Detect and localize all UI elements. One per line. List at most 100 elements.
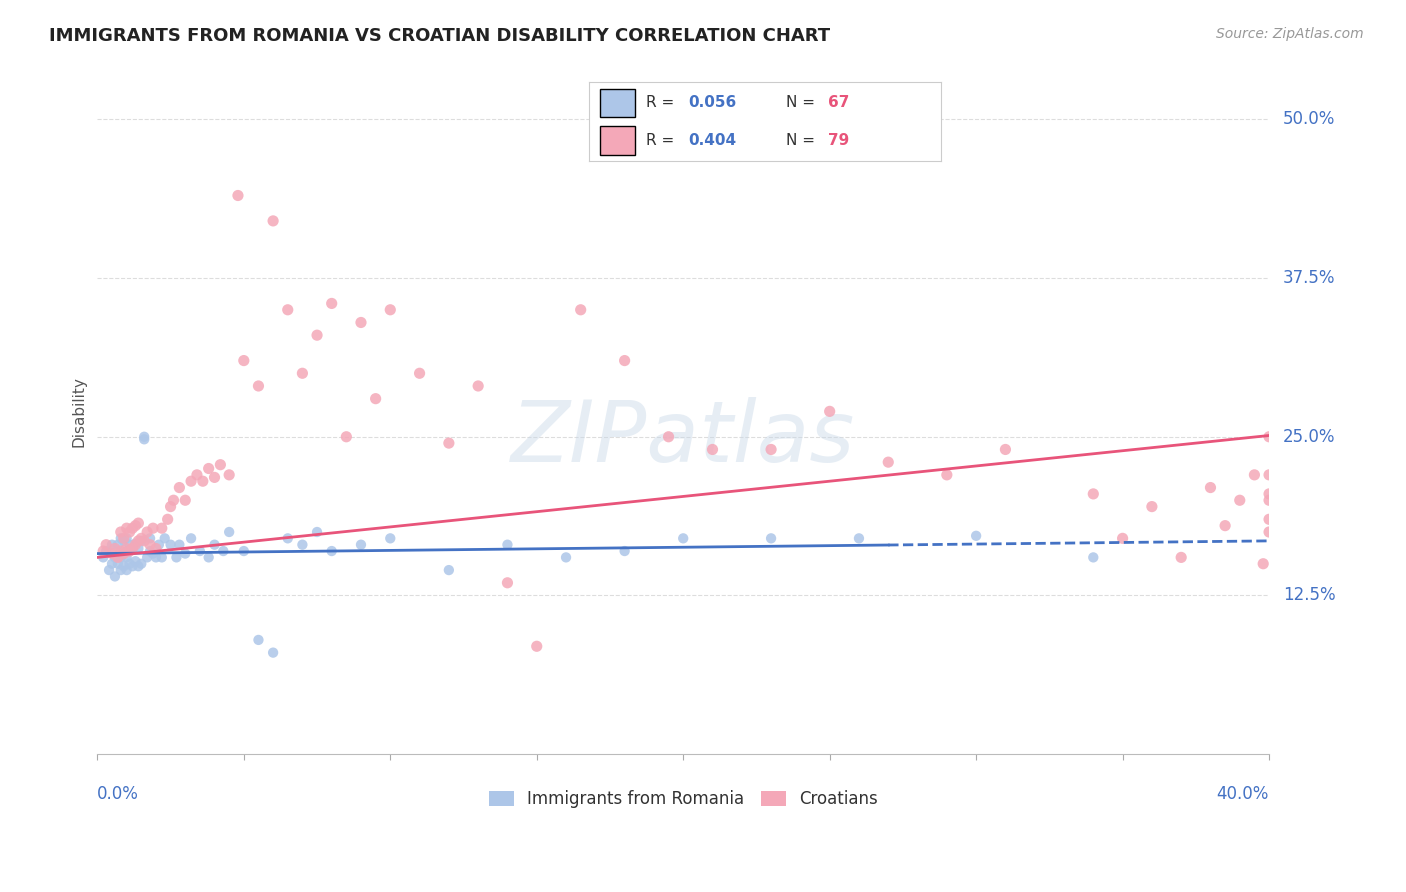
Point	[110, 524, 132, 539]
Point	[101, 538, 124, 552]
Point	[1251, 557, 1274, 571]
Point	[115, 541, 138, 556]
Point	[658, 430, 681, 444]
Point	[526, 640, 548, 654]
Point	[277, 532, 299, 546]
Point	[150, 550, 173, 565]
Point	[1258, 430, 1281, 444]
Point	[262, 646, 284, 660]
Point	[104, 550, 127, 565]
Point	[204, 470, 226, 484]
Point	[124, 554, 146, 568]
Point	[1083, 487, 1105, 501]
Point	[118, 538, 141, 552]
Point	[127, 559, 149, 574]
Point	[702, 442, 724, 457]
Point	[350, 316, 373, 330]
Point	[188, 544, 211, 558]
Point	[613, 544, 636, 558]
Point	[110, 532, 132, 546]
Point	[247, 379, 270, 393]
Point	[110, 544, 132, 558]
Point	[218, 467, 240, 482]
Point	[129, 557, 152, 571]
Point	[148, 538, 170, 552]
Point	[121, 541, 143, 556]
Point	[91, 544, 114, 558]
Point	[136, 550, 159, 565]
Point	[174, 547, 197, 561]
Point	[305, 524, 328, 539]
Point	[115, 521, 138, 535]
Point	[136, 524, 159, 539]
Point	[107, 550, 129, 565]
Point	[232, 353, 254, 368]
Point	[1229, 493, 1251, 508]
Point	[1258, 512, 1281, 526]
Point	[142, 547, 165, 561]
Text: 0.0%: 0.0%	[97, 785, 139, 803]
Point	[118, 557, 141, 571]
Point	[212, 544, 235, 558]
Point	[145, 541, 167, 556]
Text: Source: ZipAtlas.com: Source: ZipAtlas.com	[1216, 27, 1364, 41]
Point	[209, 458, 232, 472]
Point	[118, 544, 141, 558]
Point	[555, 550, 578, 565]
Point	[150, 521, 173, 535]
Point	[139, 532, 162, 546]
Point	[129, 533, 152, 548]
Point	[124, 538, 146, 552]
Point	[169, 481, 191, 495]
Point	[139, 544, 162, 558]
Point	[101, 557, 124, 571]
Point	[162, 493, 184, 508]
Point	[112, 547, 135, 561]
Point	[110, 563, 132, 577]
Point	[115, 563, 138, 577]
Point	[759, 442, 782, 457]
Point	[496, 575, 519, 590]
Legend: Immigrants from Romania, Croatians: Immigrants from Romania, Croatians	[482, 783, 884, 814]
Point	[129, 532, 152, 546]
Point	[232, 544, 254, 558]
Point	[496, 538, 519, 552]
Point	[197, 550, 219, 565]
Point	[305, 328, 328, 343]
Point	[134, 533, 156, 548]
Point	[818, 404, 841, 418]
Point	[110, 550, 132, 565]
Point	[118, 524, 141, 539]
Point	[1258, 487, 1281, 501]
Point	[204, 538, 226, 552]
Point	[112, 547, 135, 561]
Point	[180, 532, 202, 546]
Point	[142, 521, 165, 535]
Point	[169, 538, 191, 552]
Point	[145, 550, 167, 565]
Point	[180, 474, 202, 488]
Point	[1258, 524, 1281, 539]
Point	[159, 538, 181, 552]
Point	[156, 512, 179, 526]
Point	[94, 538, 117, 552]
Point	[1140, 500, 1163, 514]
Point	[350, 538, 373, 552]
Point	[115, 544, 138, 558]
Point	[124, 518, 146, 533]
Point	[115, 550, 138, 565]
Point	[124, 536, 146, 550]
Point	[467, 379, 489, 393]
Point	[139, 538, 162, 552]
Point	[262, 214, 284, 228]
Point	[127, 516, 149, 530]
Text: ZIPatlas: ZIPatlas	[510, 397, 855, 480]
Point	[291, 366, 314, 380]
Text: 25.0%: 25.0%	[1284, 428, 1336, 446]
Point	[101, 547, 124, 561]
Point	[1170, 550, 1192, 565]
Point	[291, 538, 314, 552]
Point	[935, 467, 957, 482]
Point	[848, 532, 870, 546]
Text: IMMIGRANTS FROM ROMANIA VS CROATIAN DISABILITY CORRELATION CHART: IMMIGRANTS FROM ROMANIA VS CROATIAN DISA…	[49, 27, 831, 45]
